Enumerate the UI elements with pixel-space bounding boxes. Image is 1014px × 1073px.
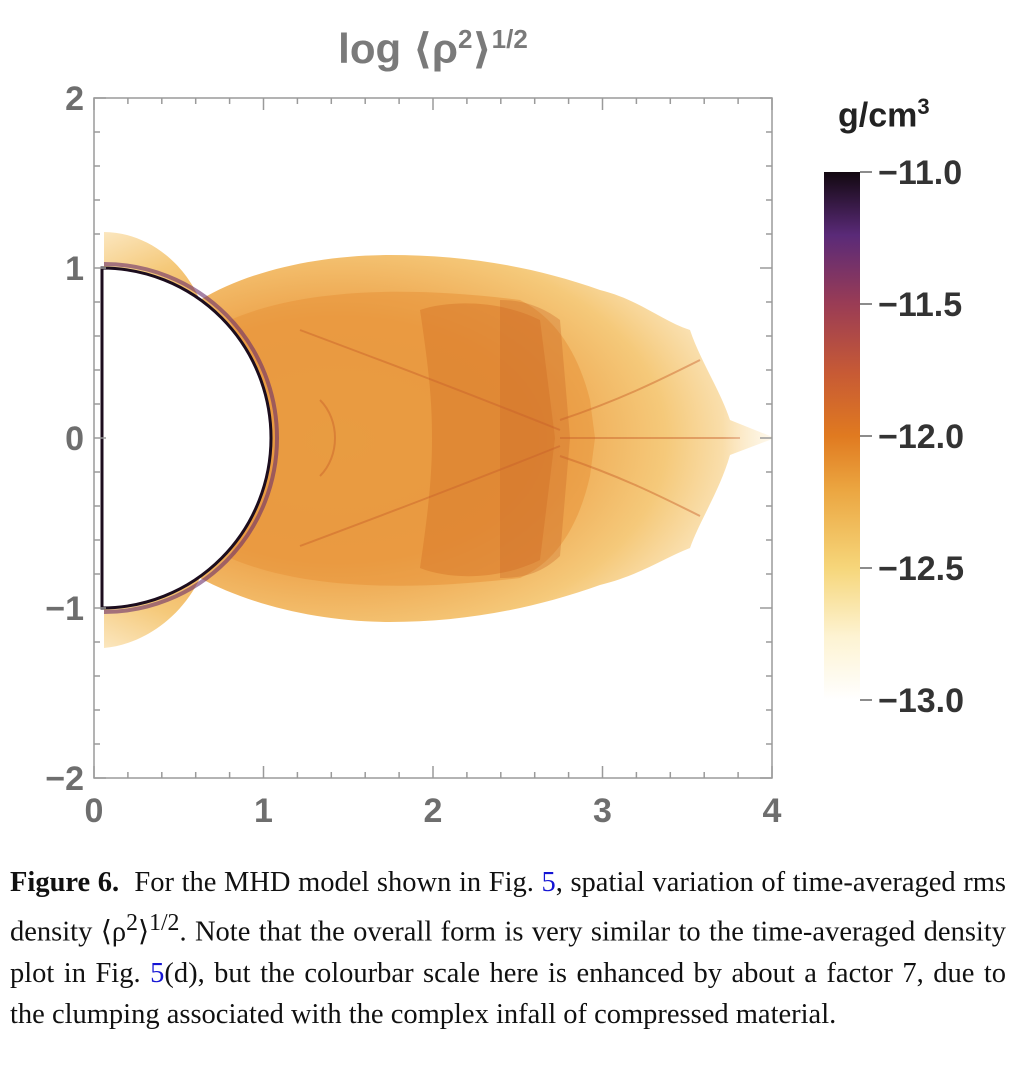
y-tick-label: 2: [65, 80, 84, 118]
density-plot: 0 1 2 3 4 2 1 0 −1 −2 −11.0 −11.5 −12.0 −12.5 −13.0: [45, 80, 964, 830]
axis-tick-labels: 0 1 2 3 4 2 1 0 −1 −2: [45, 80, 781, 830]
x-tick-label: 4: [763, 792, 782, 830]
caption-text-3: ⟩: [137, 916, 150, 948]
caption-text-1: For the MHD model shown in Fig.: [134, 867, 534, 898]
figure-caption: Figure 6. For the MHD model shown in Fig…: [10, 862, 1006, 1035]
clump-band-2: [500, 300, 570, 578]
plot-title: log ⟨ρ2⟩1/2: [338, 24, 528, 72]
x-tick-label: 2: [424, 792, 443, 830]
colorbar-tick-label: −12.5: [878, 550, 964, 588]
density-field: [104, 232, 772, 648]
colorbar-tick-label: −12.0: [878, 418, 964, 456]
y-tick-label: −1: [45, 590, 84, 628]
figure-ref-5[interactable]: 5: [541, 867, 556, 898]
y-tick-label: 1: [65, 250, 84, 288]
caption-text-2: , spatial variation of time-averaged rms…: [10, 867, 1007, 948]
axis-ticks: [93, 97, 773, 779]
figure-ref-5d[interactable]: 5: [150, 957, 165, 989]
filaments: [299, 329, 740, 547]
x-tick-label: 0: [85, 792, 104, 830]
clump-band-1: [420, 303, 555, 577]
caption-sup-1: 2: [126, 910, 138, 936]
y-tick-label: 0: [65, 420, 84, 458]
y-tick-label: −2: [45, 760, 84, 798]
colorbar-ticks: −11.0 −11.5 −12.0 −12.5 −13.0: [860, 154, 964, 720]
caption-label: Figure 6.: [10, 867, 120, 898]
colorbar-unit: g/cm3: [838, 94, 930, 135]
colorbar-tick-label: −11.0: [878, 154, 962, 192]
caption-text-4: . Note that the overall form is very sim…: [10, 916, 1006, 989]
colorbar-tick-label: −11.5: [878, 286, 962, 324]
caption-text-5: (d), but the colourbar scale here is enh…: [10, 957, 1007, 1030]
x-tick-label: 3: [593, 792, 612, 830]
x-tick-label: 1: [254, 792, 273, 830]
disk-rim-glow: [103, 262, 279, 614]
colorbar-tick-label: −13.0: [878, 682, 964, 720]
caption-sup-2: 1/2: [149, 910, 180, 936]
colorbar: [824, 172, 860, 700]
stellar-disk: [100, 266, 273, 610]
